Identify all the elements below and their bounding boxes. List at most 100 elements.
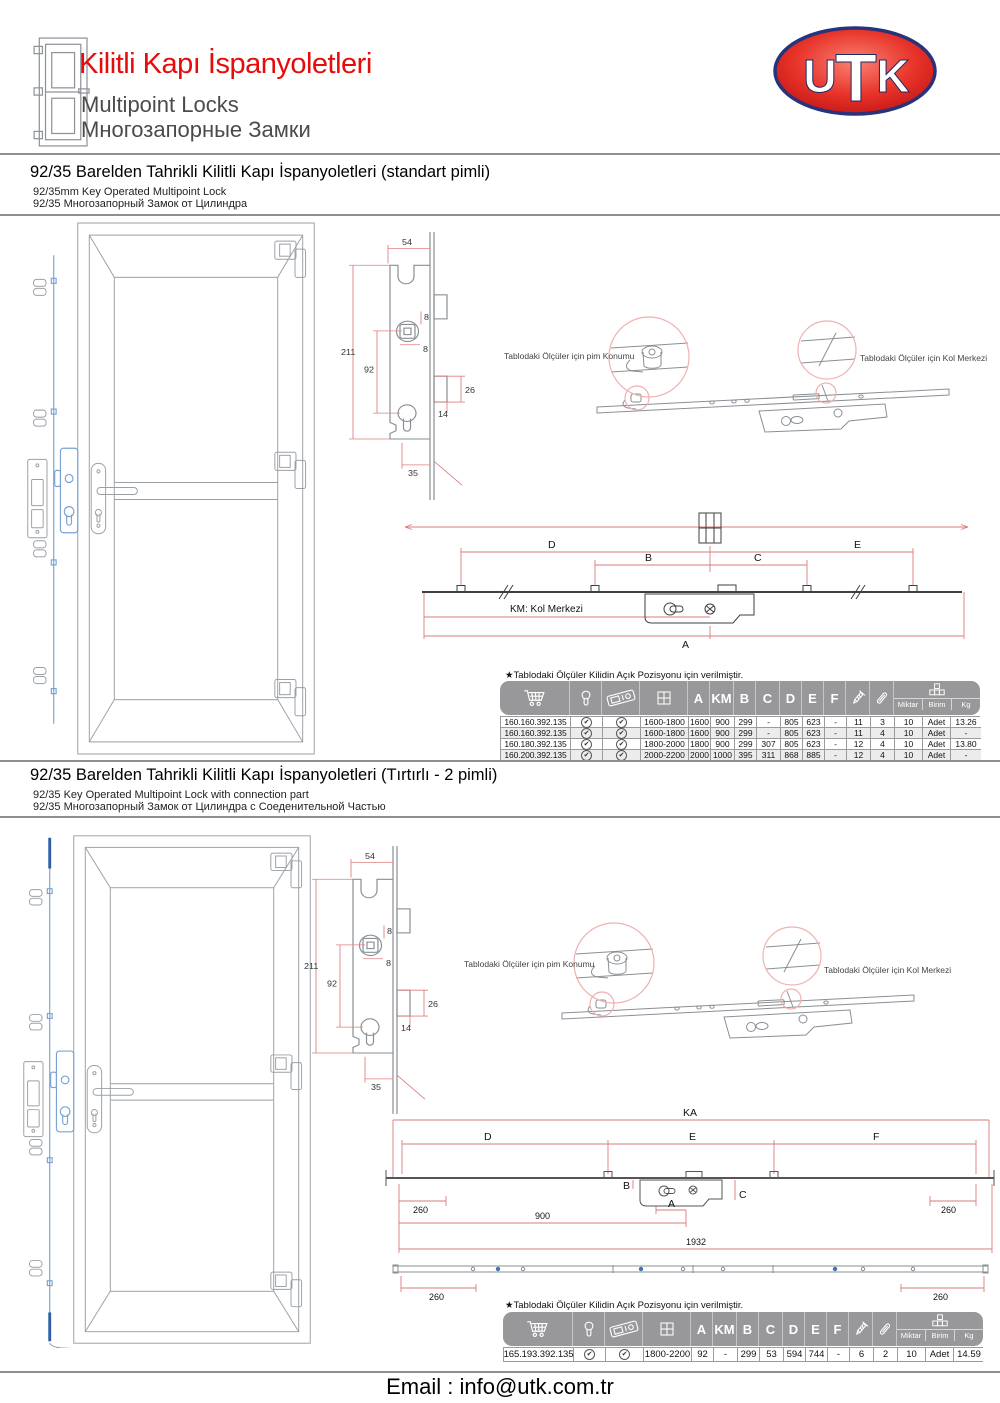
handle-center-callout-1: Tablodaki Ölçüler için Kol Merkezi xyxy=(860,353,988,363)
cell-f: - xyxy=(825,717,847,728)
section2-title: 92/35 Barelden Tahrikli Kilitli Kapı İsp… xyxy=(30,766,498,784)
page-title-en: Multipoint Locks xyxy=(81,92,239,117)
section2-subtitle-ru: 92/35 Многозапорный Замок от Цилиндра с … xyxy=(33,801,386,813)
cell-code: 160.180.392.135 xyxy=(501,739,571,750)
check-icon: ✔ xyxy=(616,727,627,739)
cell-b: 299 xyxy=(735,728,757,739)
cell-b: 299 xyxy=(735,739,757,750)
cell-c: 307 xyxy=(757,739,781,750)
pin-position-callout-2: Tablodaki Ölçüler için pim Konumu xyxy=(464,959,595,969)
gearbox-detail-drawing-1 xyxy=(340,232,500,500)
col-KM: KM xyxy=(710,681,734,715)
dim-B-2: B xyxy=(623,1180,630,1192)
cell-d: 805 xyxy=(781,739,803,750)
cell-d: 594 xyxy=(784,1348,806,1361)
cell-e: 623 xyxy=(803,717,825,728)
table-row: 160.200.392.135 ✔ ✔ 2000-2200 2000 1000 … xyxy=(501,749,981,761)
section1-subtitle-ru: 92/35 Многозапорный Замок от Цилиндра xyxy=(33,198,248,210)
check-icon: ✔ xyxy=(581,749,592,761)
gearbox-detail-drawing-2 xyxy=(303,846,463,1114)
cell-d: 805 xyxy=(781,717,803,728)
rail-perspective-drawing-1 xyxy=(497,310,997,445)
cell-b: 299 xyxy=(738,1348,760,1361)
dim-1932: 1932 xyxy=(686,1237,706,1247)
cell-miktar: 10 xyxy=(898,1348,926,1361)
door-logo-icon xyxy=(33,37,90,147)
dim-260-bottom-left: 260 xyxy=(429,1292,444,1302)
table-header: A KM B C D E F Miktar Birim Kg xyxy=(500,681,980,715)
logo-letter-u: U xyxy=(803,50,836,102)
check-icon: ✔ xyxy=(581,727,592,739)
cell-a: 1800 xyxy=(689,739,711,750)
cell-a: 1600 xyxy=(689,717,711,728)
col-A: A xyxy=(691,1312,713,1346)
col-B: B xyxy=(737,1312,759,1346)
cell-kg: - xyxy=(951,750,981,760)
cell-birim: Adet xyxy=(926,1348,954,1361)
contact-email: Email : info@utk.com.tr xyxy=(386,1374,614,1399)
cell-range: 2000-2200 xyxy=(641,750,689,760)
cell-range: 1800-2200 xyxy=(644,1348,692,1361)
pin-icon xyxy=(873,689,891,707)
col-E: E xyxy=(805,1312,827,1346)
rail-perspective-drawing-2 xyxy=(462,916,962,1051)
cell-km: 1000 xyxy=(711,750,735,760)
door-height-icon xyxy=(659,1321,675,1337)
cell-pins: 4 xyxy=(871,728,895,739)
cell-b: 299 xyxy=(735,717,757,728)
col-miktar: Miktar xyxy=(897,1330,926,1341)
table-note-1: ★Tablodaki Ölçüler Kilidin Açık Pozisyon… xyxy=(505,670,744,681)
cell-kg: - xyxy=(951,728,981,739)
divider xyxy=(0,214,1000,216)
col-birim: Birim xyxy=(926,1330,955,1341)
cell-km: 900 xyxy=(711,728,735,739)
pin-position-callout-1: Tablodaki Ölçüler için pim Konumu xyxy=(504,351,635,361)
divider xyxy=(0,153,1000,155)
section2-subtitle-en: 92/35 Key Operated Multipoint Lock with … xyxy=(33,789,309,801)
cell-e: 885 xyxy=(803,750,825,760)
cell-screws: 11 xyxy=(847,728,871,739)
dim-E-2: E xyxy=(689,1131,696,1143)
cell-screws: 12 xyxy=(847,750,871,760)
cell-e: 744 xyxy=(806,1348,828,1361)
package-icon xyxy=(932,1314,948,1327)
handle-center-label-1: KM: Kol Merkezi xyxy=(510,604,583,615)
product-table-2: A KM B C D E F Miktar Birim Kg 165.193.3… xyxy=(503,1312,984,1362)
dim-KA: KA xyxy=(683,1107,697,1119)
pin-icon xyxy=(876,1320,894,1338)
cell-miktar: 10 xyxy=(895,739,923,750)
cell-b: 395 xyxy=(735,750,757,760)
screw-icon xyxy=(852,1320,870,1338)
dim-C-1: C xyxy=(754,552,762,564)
col-birim: Birim xyxy=(923,699,952,710)
cell-code: 160.160.392.135 xyxy=(501,717,571,728)
cell-f: - xyxy=(825,728,847,739)
check-icon: ✔ xyxy=(581,716,592,728)
col-miktar: Miktar xyxy=(894,699,923,710)
door-assembly-drawing-1 xyxy=(22,219,320,759)
check-icon: ✔ xyxy=(619,1349,630,1360)
cylinder-icon xyxy=(580,689,592,707)
dimension-diagram-1: D E B C A KM: Kol Merkezi xyxy=(404,512,969,650)
col-F: F xyxy=(827,1312,849,1346)
col-C: C xyxy=(756,681,780,715)
dim-D-2: D xyxy=(484,1131,492,1143)
cell-screws: 11 xyxy=(847,717,871,728)
cart-icon xyxy=(526,1320,550,1338)
cart-icon xyxy=(523,689,547,707)
cell-a: 92 xyxy=(692,1348,714,1361)
check-icon: ✔ xyxy=(581,738,592,750)
door-assembly-drawing-2 xyxy=(18,832,316,1348)
table-note-2: ★Tablodaki Ölçüler Kilidin Açık Pozisyon… xyxy=(505,1300,744,1311)
cell-range: 1800-2000 xyxy=(641,739,689,750)
dim-260-top-right: 260 xyxy=(941,1205,956,1215)
col-D: D xyxy=(783,1312,805,1346)
cell-pins: 4 xyxy=(871,750,895,760)
col-E: E xyxy=(802,681,824,715)
cell-d: 868 xyxy=(781,750,803,760)
dim-C-2: C xyxy=(739,1189,747,1201)
table-row: 165.193.392.135 ✔ ✔ 1800-2200 92 - 299 5… xyxy=(504,1348,984,1361)
table-body: 165.193.392.135 ✔ ✔ 1800-2200 92 - 299 5… xyxy=(503,1347,984,1362)
cell-kg: 14.59 xyxy=(954,1348,984,1361)
